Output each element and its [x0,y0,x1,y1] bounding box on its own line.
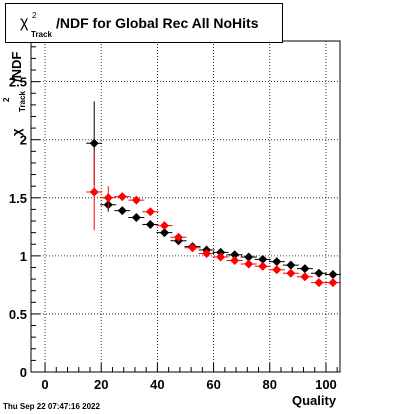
data-point-red [145,207,155,217]
data-point-black [300,264,310,274]
data-point-black [244,252,254,262]
data-point-black [159,228,169,238]
data-point-red [89,187,99,197]
chart-title: /NDF for Global Rec All NoHits [56,15,259,31]
data-point-red [131,195,141,205]
data-point-black [258,254,268,264]
data-point-black [328,269,338,279]
data-point-black [230,250,240,260]
timestamp: Thu Sep 22 07:47:16 2022 [3,402,100,411]
title-superscript: 2 [32,11,37,20]
data-point-red [314,278,324,288]
y-tick-label: 0 [20,365,27,380]
plot-frame [30,40,341,373]
x-tick-label: 20 [94,377,108,392]
y-tick-label: 1 [20,249,27,264]
data-point-black [272,257,282,267]
title-box: χ 2 Track /NDF for Global Rec All NoHits [5,3,283,43]
data-marks [86,101,341,288]
data-point-red [216,252,226,262]
title-subscript: Track [31,30,52,39]
y-axis-label-subscript: Track [18,91,27,112]
y-axis-label-superscript: 2 [2,97,11,102]
data-point-black [314,268,324,278]
y-tick-label: 1.5 [9,191,27,206]
data-point-red [159,221,169,231]
data-point-black [216,247,226,257]
data-point-red [117,192,127,202]
data-point-red [173,232,183,242]
data-point-red [202,249,212,259]
data-point-red [188,243,198,253]
data-point-black [145,220,155,230]
y-axis-label-text: /NDF [9,51,24,82]
title-chi-symbol: χ [20,14,29,31]
data-point-red [272,265,282,275]
y-tick-label: 0.5 [9,307,27,322]
x-tick-label: 40 [150,377,164,392]
data-point-black [117,206,127,216]
data-point-red [300,272,310,282]
x-axis-label: Quality [292,393,337,408]
axis-ticks: 0 20 40 60 80 100 0 0.5 1 1.5 2 2.5 [9,46,338,392]
y-tick-label: 2.5 [9,75,27,90]
data-point-red [286,268,296,278]
x-tick-label: 0 [41,377,48,392]
data-point-black [89,138,99,148]
y-axis-label-symbol: χ [9,128,24,136]
data-point-red [328,278,338,288]
data-point-black [286,260,296,270]
y-tick-label: 2 [20,133,27,148]
data-point-red [244,259,254,269]
data-point-red [230,256,240,266]
data-point-red [258,261,268,271]
grid-lines [31,41,340,372]
x-tick-label: 80 [263,377,277,392]
x-tick-label: 60 [206,377,220,392]
data-point-red [103,193,113,203]
x-tick-label: 100 [315,377,337,392]
data-point-black [131,213,141,223]
